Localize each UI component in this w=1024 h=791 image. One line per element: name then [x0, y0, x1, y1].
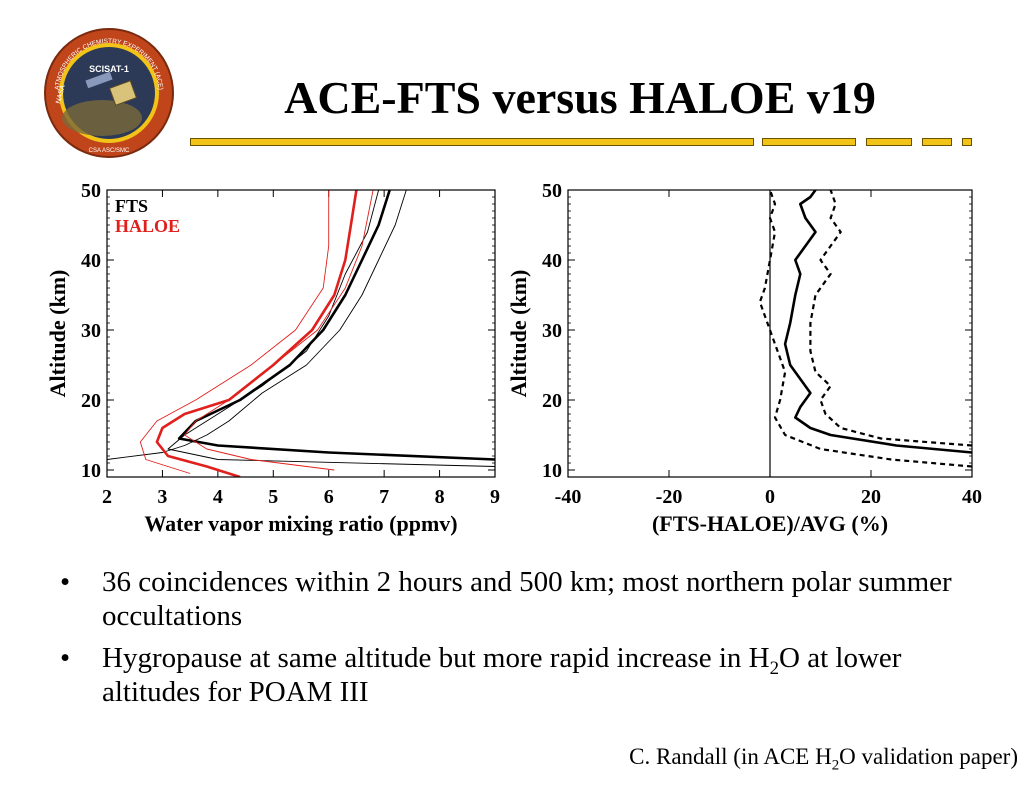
logo-satellite-label: SCISAT-1	[89, 64, 129, 74]
x-tick-label: 40	[962, 486, 982, 508]
legend-entry-fts: FTS	[115, 196, 148, 216]
x-tick-label: -20	[656, 486, 683, 508]
bullet-item: • Hygropause at same altitude but more r…	[60, 641, 960, 709]
y-tick-label: 50	[542, 180, 562, 202]
y-tick-label: 10	[542, 460, 562, 482]
x-tick-label: 3	[157, 486, 167, 508]
underline-bar	[762, 138, 856, 146]
slide-title: ACE-FTS versus HALOE v19	[284, 72, 876, 123]
underline-bar	[922, 138, 952, 146]
bullet-text-pre: Hygropause at same altitude but more rap…	[102, 642, 770, 674]
source-credit: C. Randall (in ACE H2O validation paper)	[629, 744, 1018, 773]
series-line-bound	[809, 190, 972, 447]
plot-frame	[567, 189, 973, 478]
series-line-spread	[184, 190, 374, 471]
y-tick-label: 40	[81, 250, 101, 272]
bullet-text-sub: 2	[769, 657, 780, 679]
series-line-bound	[758, 190, 972, 468]
series-line-mean	[177, 190, 495, 461]
x-tick-label: 4	[213, 486, 223, 508]
x-axis-label: (FTS-HALOE)/AVG (%)	[652, 511, 888, 536]
bullet-dot: •	[60, 566, 71, 598]
series-group	[107, 190, 495, 477]
plot-frame	[106, 189, 496, 478]
credit-post: O validation paper)	[839, 744, 1018, 769]
x-tick-label: 9	[490, 486, 500, 508]
x-tick-label: 8	[435, 486, 445, 508]
y-axis-label: Altitude (km)	[510, 270, 531, 398]
logo-bottom-text: CSA ASC/SMC	[89, 148, 130, 154]
title-underline-bars	[190, 138, 972, 146]
credit-pre: C. Randall (in ACE H	[629, 744, 832, 769]
bullet-text: 36 coincidences within 2 hours and 500 k…	[102, 566, 952, 632]
series-line-spread	[167, 190, 495, 467]
underline-bar	[962, 138, 972, 146]
y-tick-label: 30	[542, 320, 562, 342]
underline-bar	[190, 138, 754, 146]
logo-left-text: NASA	[55, 84, 67, 105]
x-tick-label: 6	[324, 486, 334, 508]
logo-satellite-body	[108, 80, 138, 106]
ace-mission-logo: SCISAT-1 NASA CSA ASC/SMC ATMOSPHERIC CH…	[42, 26, 177, 161]
percent-difference-chart: -40 -20 0 20 40 10 20 30 40 50 (FTS-HALOE)/AVG (%)…	[506, 180, 995, 550]
x-tick-label: 7	[379, 486, 389, 508]
water-vapor-profile-chart: 2 3 4 5 6 7 8 9 10 20 30 40 50 Water vapor mixing rat…	[30, 180, 510, 550]
y-tick-label: 10	[81, 460, 101, 482]
x-tick-label: 5	[268, 486, 278, 508]
x-tick-label: 0	[765, 486, 775, 508]
x-tick-label: -40	[555, 486, 582, 508]
y-tick-label: 30	[81, 320, 101, 342]
underline-bar	[866, 138, 912, 146]
series-line-spread	[139, 190, 330, 474]
legend-entry-haloe: HALOE	[115, 216, 180, 236]
bullet-item: • 36 coincidences within 2 hours and 500…	[60, 565, 960, 633]
bullet-list: • 36 coincidences within 2 hours and 500…	[60, 565, 960, 717]
series-line-mean	[783, 190, 972, 454]
series-group	[758, 190, 972, 468]
credit-sub: 2	[831, 757, 840, 774]
bullet-dot: •	[60, 642, 71, 674]
logo-earth-glow	[62, 100, 142, 136]
y-tick-label: 40	[542, 250, 562, 272]
y-tick-label: 50	[81, 180, 101, 202]
y-tick-label: 20	[542, 390, 562, 412]
x-axis-label: Water vapor mixing ratio (ppmv)	[144, 511, 457, 536]
x-tick-label: 2	[102, 486, 112, 508]
y-axis-label: Altitude (km)	[45, 270, 70, 398]
series-line-spread	[107, 190, 407, 460]
bullet-text-post: O at lower altitudes for POAM III	[102, 642, 902, 708]
logo-solar-panel	[85, 71, 113, 89]
x-tick-label: 20	[861, 486, 881, 508]
y-tick-label: 20	[81, 390, 101, 412]
